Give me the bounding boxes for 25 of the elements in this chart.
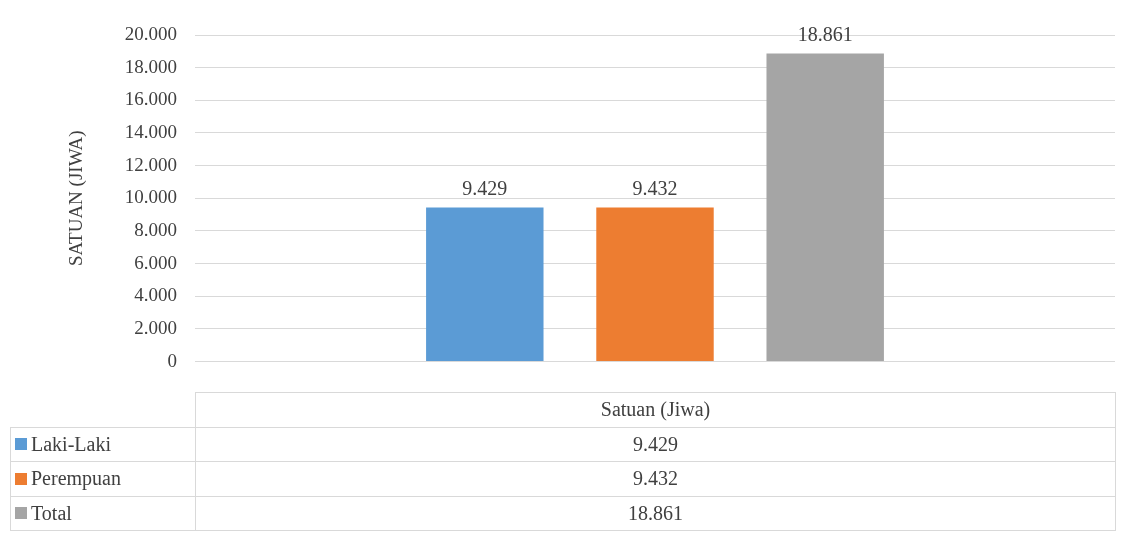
y-tick-label: 12.000 [124, 153, 177, 175]
text: 18.861 [628, 501, 683, 524]
bar [766, 53, 884, 362]
y-tick-label: 2.000 [134, 316, 177, 338]
y-tick-label: 10.000 [124, 186, 177, 208]
y-tick-label: 0 [167, 349, 177, 371]
data-label: 18.861 [797, 22, 853, 45]
text: 9.432 [633, 467, 678, 490]
bar [426, 207, 544, 362]
legend-label: Laki-Laki [31, 432, 111, 456]
legend-label: Total [31, 501, 72, 525]
y-tick-label: 16.000 [124, 88, 177, 110]
y-tick-label: 4.000 [134, 284, 177, 306]
x-tick-label: Satuan (Jiwa) [195, 392, 1116, 428]
y-tick-label: 6.000 [134, 251, 177, 273]
data-label: 9.432 [632, 176, 678, 199]
legend-label: Perempuan [31, 467, 121, 491]
y-tick-label: 8.000 [134, 218, 177, 240]
text: 9.429 [633, 432, 678, 455]
y-tick-label: 20.000 [124, 22, 177, 44]
y-tick-label: 18.000 [124, 55, 177, 77]
y-tick-label: 14.000 [124, 120, 177, 142]
data-label: 9.429 [462, 176, 508, 199]
bar [596, 207, 714, 362]
y-axis-title: SATUAN (JIWA) [65, 130, 88, 267]
